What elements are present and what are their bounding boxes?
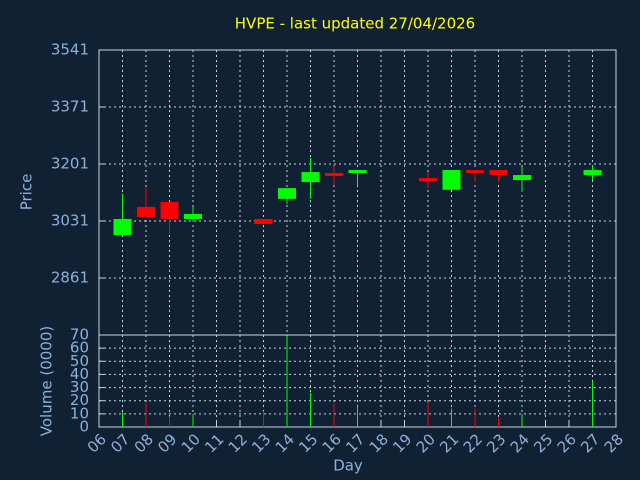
candle-body [442, 170, 461, 190]
volume-bar [451, 408, 452, 427]
volume-bar [357, 405, 358, 427]
volume-bar [498, 417, 499, 427]
chart-title: HVPE - last updated 27/04/2026 [235, 15, 475, 33]
candle-body [466, 170, 484, 174]
candle-body [325, 173, 343, 177]
volume-bar [122, 412, 123, 427]
candle-body [489, 170, 508, 176]
volume-bar [263, 411, 264, 427]
volume-bar [169, 416, 170, 427]
volume-bar [474, 408, 476, 427]
y-tick-label: 3541 [51, 41, 89, 59]
y-tick-label: 0 [79, 418, 89, 436]
volume-bar [592, 381, 593, 427]
candle-body [419, 178, 437, 182]
y-tick-label: 3031 [51, 212, 89, 230]
y-tick-label: 3371 [51, 98, 89, 116]
x-axis-label: Day [333, 457, 363, 475]
candle-body [583, 170, 602, 176]
y-axis-label: Volume (0000) [38, 326, 56, 436]
y-tick-label: 10 [70, 404, 89, 422]
candle-body [513, 175, 531, 181]
candle-body [278, 188, 296, 199]
volume-bar [333, 403, 335, 427]
candle-body [348, 170, 367, 174]
candle-body [254, 218, 273, 225]
y-axis-label: Price [18, 174, 36, 211]
candle-body [160, 201, 179, 219]
volume-bar [145, 403, 147, 427]
y-tick-label: 20 [70, 391, 89, 409]
y-tick-label: 3201 [51, 155, 89, 173]
volume-bar [427, 402, 429, 427]
y-tick-label: 2861 [51, 269, 89, 287]
volume-bar [310, 392, 311, 427]
volume-bar [521, 413, 523, 427]
candle-body [113, 218, 132, 236]
candle-body [301, 172, 320, 183]
y-tick-label: 50 [70, 352, 89, 370]
y-tick-label: 40 [70, 365, 89, 383]
volume-bar [192, 413, 194, 427]
volume-bar [286, 336, 288, 427]
y-tick-label: 60 [70, 339, 89, 357]
candle-body [137, 206, 155, 217]
y-tick-label: 70 [70, 326, 89, 344]
y-tick-label: 30 [70, 378, 89, 396]
candle-body [184, 213, 202, 219]
